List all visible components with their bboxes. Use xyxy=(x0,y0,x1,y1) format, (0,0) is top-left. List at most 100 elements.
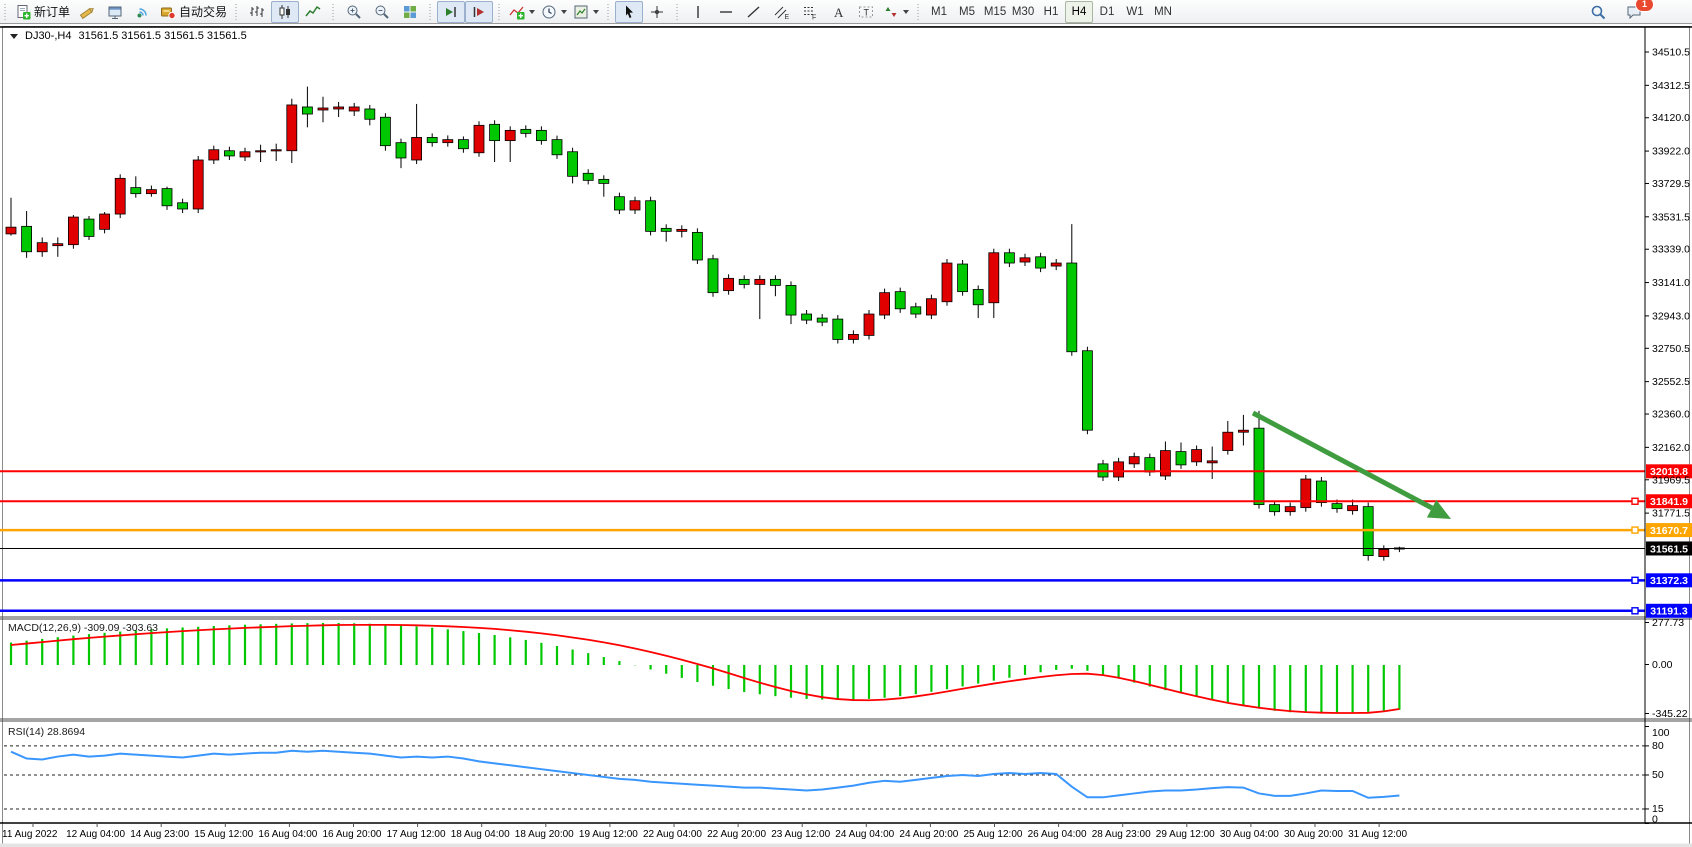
line-chart-button[interactable] xyxy=(299,1,327,23)
arrow-layer xyxy=(1251,410,1451,519)
chevron-down-icon[interactable] xyxy=(593,9,600,14)
price-axis-label: 34312.5 xyxy=(1652,80,1690,92)
chart-shift-button[interactable] xyxy=(465,0,494,23)
chart-ohlc-values: 31561.5 31561.5 31561.5 31561.5 xyxy=(78,30,247,42)
zoom-out-button[interactable] xyxy=(368,1,396,23)
timeframe-button-MN[interactable]: MN xyxy=(1154,5,1172,18)
crosshair-button[interactable] xyxy=(643,1,671,23)
line-selection-handle[interactable] xyxy=(1631,497,1639,505)
price-axis-label: 33141.0 xyxy=(1652,277,1690,289)
toolbar-group-handle[interactable] xyxy=(234,3,239,20)
indicators-button[interactable] xyxy=(506,1,538,23)
timeframe-button-H4[interactable]: H4 xyxy=(1065,0,1094,23)
timeframe-button-M15[interactable]: M15 xyxy=(983,5,1007,18)
periods-button[interactable] xyxy=(538,1,570,23)
price-line-badge xyxy=(1646,603,1692,618)
svg-text:A: A xyxy=(834,5,844,20)
line-selection-handle[interactable] xyxy=(1631,576,1639,585)
bar-chart-button[interactable] xyxy=(243,1,271,23)
date-axis-label: 11 Aug 2022 xyxy=(2,829,58,840)
arrows-icon xyxy=(885,6,897,17)
zoom-in-button[interactable] xyxy=(340,1,368,23)
crosshair-icon xyxy=(651,5,664,18)
fibonacci-icon: F xyxy=(804,6,816,20)
horizontal-line-icon xyxy=(720,10,733,13)
trend-arrow-shaft[interactable] xyxy=(1251,410,1434,511)
trend-arrow-head[interactable] xyxy=(1426,499,1451,519)
signals-button[interactable] xyxy=(129,1,157,23)
date-axis-label: 28 Aug 23:00 xyxy=(1092,829,1151,840)
date-axis-label: 23 Aug 12:00 xyxy=(771,829,830,840)
crayon-button[interactable] xyxy=(73,1,101,23)
chevron-down-icon[interactable] xyxy=(561,9,568,14)
text-button[interactable]: A xyxy=(824,1,852,23)
vertical-line-button[interactable] xyxy=(684,1,712,23)
toolbar-group-handle[interactable] xyxy=(331,3,336,20)
equidistant-channel-button[interactable]: E xyxy=(768,1,796,23)
fibonacci-button[interactable]: F xyxy=(796,1,824,23)
chevron-down-icon[interactable] xyxy=(903,9,910,14)
timeframe-button-M5[interactable]: M5 xyxy=(959,5,976,18)
toolbar-group-cursor xyxy=(613,0,674,24)
price-line-badge-label: 31372.3 xyxy=(1650,575,1688,587)
dates-layer: 11 Aug 2022 12 Aug 04:00 14 Aug 23:00 15 Au… xyxy=(2,823,1407,840)
templates-button[interactable] xyxy=(570,1,602,23)
arrows-button[interactable] xyxy=(880,1,912,23)
date-axis-label: 15 Aug 12:00 xyxy=(194,829,253,840)
toolbar-group-handle[interactable] xyxy=(428,3,433,20)
timeframe-button-M30[interactable]: M30 xyxy=(1011,5,1035,18)
date-axis-label: 16 Aug 20:00 xyxy=(323,829,382,840)
timeframe-button-W1[interactable]: W1 xyxy=(1126,5,1144,18)
date-axis-label: 24 Aug 04:00 xyxy=(835,829,894,840)
text-label-button[interactable]: T xyxy=(852,1,880,23)
toolbar-group-handle[interactable] xyxy=(606,3,611,20)
new-order-button[interactable]: 新订单 xyxy=(12,1,73,23)
text-label-icon: T xyxy=(859,6,874,17)
price-line-badge xyxy=(1646,523,1692,538)
rsi-axis-label: 80 xyxy=(1652,740,1664,752)
toolbar-group-handle[interactable] xyxy=(916,3,921,20)
zoom-in-icon xyxy=(347,5,361,19)
price-axis-label: 33339.0 xyxy=(1652,244,1690,256)
date-axis-label: 19 Aug 12:00 xyxy=(579,829,638,840)
toolbar-group-handle[interactable] xyxy=(675,3,680,20)
trendline-button[interactable] xyxy=(740,1,768,23)
line-selection-handle[interactable] xyxy=(1631,526,1639,534)
price-line-badge xyxy=(1646,573,1692,588)
equidistant-channel-icon: E xyxy=(774,6,790,20)
candlestick-button[interactable] xyxy=(271,0,300,23)
auto-trading-icon xyxy=(161,7,176,19)
new-order-icon xyxy=(17,4,31,19)
notifications-button[interactable]: 1 xyxy=(1620,0,1654,23)
crayon-icon xyxy=(79,7,94,19)
new-chart-window-button[interactable] xyxy=(101,1,129,23)
date-axis-label: 22 Aug 20:00 xyxy=(707,829,766,840)
auto-scroll-button[interactable] xyxy=(437,0,466,23)
chevron-down-icon[interactable] xyxy=(529,9,536,14)
date-axis-label: 12 Aug 04:00 xyxy=(66,829,125,840)
bar-chart-icon xyxy=(250,5,265,17)
rsi-axis-label: 50 xyxy=(1652,769,1664,781)
macd-axis-label: 277.73 xyxy=(1652,617,1684,629)
search-button[interactable] xyxy=(1584,1,1612,23)
toolbar-group-handle[interactable] xyxy=(3,3,7,20)
cursor-icon xyxy=(626,5,634,18)
timeframe-button-D1[interactable]: D1 xyxy=(1099,5,1115,18)
price-line-badge-label: 31561.5 xyxy=(1650,543,1688,555)
price-axis-label: 33531.5 xyxy=(1652,211,1690,223)
rsi-axis-label: 0 xyxy=(1652,814,1658,826)
chart-canvas[interactable]: 32019.8 31841.9 31670.7 31561.5 31372.3 31191… xyxy=(0,26,1692,847)
auto-trading-button[interactable]: 自动交易 xyxy=(157,1,230,23)
price-axis-label: 33729.5 xyxy=(1652,178,1690,190)
line-selection-handle[interactable] xyxy=(1631,607,1639,615)
toolbar-group-handle[interactable] xyxy=(497,3,502,20)
timeframe-button-M1[interactable]: M1 xyxy=(931,5,948,18)
new-order-button-label: 新订单 xyxy=(34,5,71,19)
cursor-button[interactable] xyxy=(615,0,644,23)
timeframe-button-H1[interactable]: H1 xyxy=(1043,5,1059,18)
collapse-triangle-icon[interactable] xyxy=(10,33,18,39)
tile-windows-button[interactable] xyxy=(396,1,424,23)
horizontal-line-button[interactable] xyxy=(712,1,740,23)
date-axis-label: 30 Aug 04:00 xyxy=(1220,829,1279,840)
date-axis-label: 24 Aug 20:00 xyxy=(899,829,958,840)
